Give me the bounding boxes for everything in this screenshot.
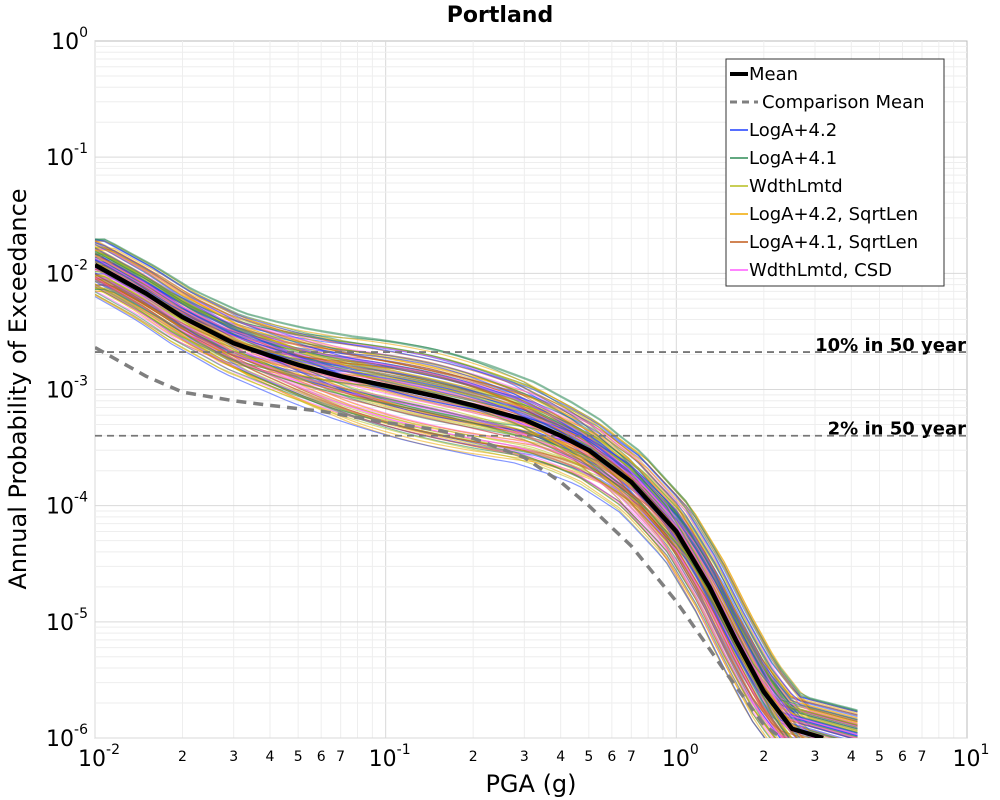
legend-item: WdthLmtd <box>730 176 843 197</box>
x-minor-tick-label: 7 <box>918 749 927 765</box>
x-minor-tick-label: 2 <box>759 749 768 765</box>
x-minor-tick-label: 4 <box>847 749 856 765</box>
legend-item: LogA+4.1, SqrtLen <box>730 232 918 253</box>
reference-lines: 10% in 50 year 2% in 50 year <box>95 335 967 440</box>
branch-curve <box>95 248 858 723</box>
series-line <box>95 345 783 738</box>
legend-label: Mean <box>749 64 798 85</box>
x-minor-tick-label: 3 <box>811 749 820 765</box>
y-tick-label: 10-1 <box>46 141 88 171</box>
x-minor-tick-label: 2 <box>178 749 187 765</box>
mean-curves <box>95 263 824 738</box>
grid-lines <box>94 41 967 739</box>
legend-item: LogA+4.2, SqrtLen <box>730 204 918 225</box>
x-minor-tick-label: 6 <box>898 749 907 765</box>
legend-label: LogA+4.1 <box>749 148 837 169</box>
legend-item: LogA+4.1 <box>730 148 837 169</box>
series-line <box>95 263 824 738</box>
y-tick-label: 10-4 <box>46 490 88 520</box>
branch-curve <box>95 291 771 738</box>
y-tick-label: 10-6 <box>46 722 88 752</box>
x-minor-tick-label: 2 <box>469 749 478 765</box>
x-axis-label: PGA (g) <box>485 770 576 798</box>
x-minor-tick-label: 4 <box>556 749 565 765</box>
legend-label: LogA+4.2, SqrtLen <box>749 204 918 225</box>
legend-item: Comparison Mean <box>730 92 925 113</box>
y-tick-label: 10-3 <box>46 374 88 404</box>
x-minor-tick-label: 5 <box>584 749 593 765</box>
legend-box <box>725 58 945 287</box>
legend-label: WdthLmtd, CSD <box>749 260 892 281</box>
x-minor-tick-label: 5 <box>294 749 303 765</box>
x-minor-tick-label: 6 <box>607 749 616 765</box>
branch-curve <box>95 243 858 720</box>
x-minor-tick-label: 7 <box>336 749 345 765</box>
y-axis-label: Annual Probability of Exceedance <box>4 188 32 589</box>
branch-curve <box>95 287 772 738</box>
reference-line-label: 2% in 50 year <box>828 419 966 440</box>
branch-curve <box>95 240 858 716</box>
y-tick-label: 100 <box>51 25 88 55</box>
reference-line-label: 10% in 50 year <box>815 335 966 356</box>
legend-items: Mean Comparison Mean LogA+4.2 LogA+4.1 WdthL… <box>730 64 925 281</box>
legend-label: WdthLmtd <box>749 176 843 197</box>
branch-curve <box>95 240 858 713</box>
legend-label: LogA+4.2 <box>749 120 837 141</box>
x-minor-tick-label: 7 <box>627 749 636 765</box>
x-tick-label: 10-2 <box>78 742 120 772</box>
branch-curve <box>95 273 807 738</box>
branch-curve <box>95 249 858 724</box>
legend-item: Mean <box>730 64 798 85</box>
legend-item: LogA+4.2 <box>730 120 837 141</box>
branch-curve <box>95 257 858 738</box>
legend-label: LogA+4.1, SqrtLen <box>749 232 918 253</box>
x-minor-tick-label: 4 <box>266 749 275 765</box>
legend-item: WdthLmtd, CSD <box>730 260 892 281</box>
x-tick-label: 100 <box>662 742 699 772</box>
y-tick-label: 10-5 <box>46 606 88 636</box>
y-tick-label: 10-2 <box>46 257 88 287</box>
x-tick-label: 10-1 <box>369 742 411 772</box>
x-tick-label: 101 <box>953 742 990 772</box>
x-minor-tick-label: 6 <box>317 749 326 765</box>
chart-title: Portland <box>447 3 553 28</box>
legend: Mean Comparison Mean LogA+4.2 LogA+4.1 WdthL… <box>725 58 945 287</box>
legend-label: Comparison Mean <box>762 92 925 113</box>
branch-curve <box>95 277 787 738</box>
branch-curve <box>95 239 858 713</box>
x-minor-tick-label: 5 <box>875 749 884 765</box>
x-minor-tick-label: 3 <box>229 749 238 765</box>
x-minor-tick-label: 3 <box>520 749 529 765</box>
branch-curve <box>95 283 777 738</box>
